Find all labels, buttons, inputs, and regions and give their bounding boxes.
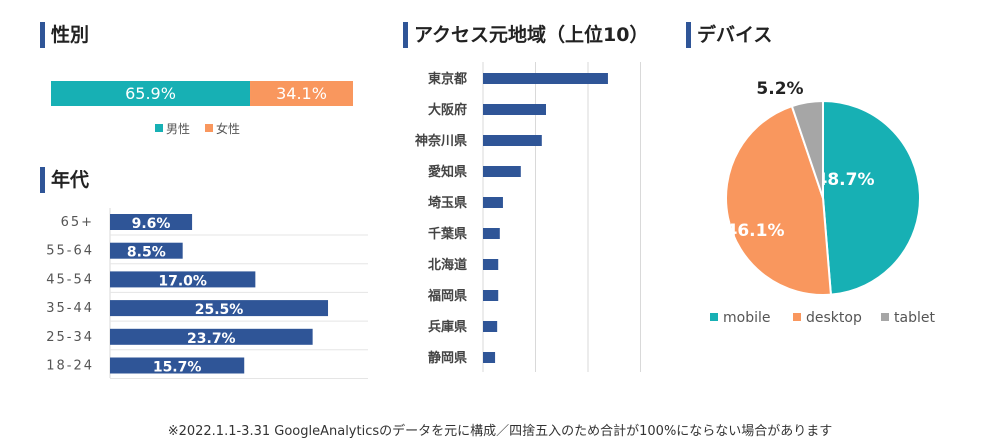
region-bar — [483, 321, 498, 332]
pie-label-tablet: 5.2% — [756, 79, 803, 99]
pie-slice-tablet — [790, 99, 824, 199]
age-category: 45-54 — [46, 272, 94, 287]
age-label: 8.5% — [127, 245, 166, 261]
legend-swatch-女性 — [205, 124, 213, 132]
gender-bar-1 — [250, 81, 353, 106]
pie-label-desktop: 46.1% — [726, 221, 785, 241]
age-bar — [110, 214, 193, 230]
device-title: デバイス — [686, 22, 772, 48]
region-bar — [483, 197, 503, 208]
legend-label-mobile: mobile — [723, 310, 770, 326]
legend-swatch-tablet — [881, 313, 889, 321]
age-title: 年代 — [40, 167, 89, 193]
age-bar — [110, 271, 256, 288]
pie-slice-desktop — [724, 104, 832, 296]
legend-label-tablet: tablet — [894, 310, 935, 326]
region-bar — [483, 135, 542, 146]
age-label: 9.6% — [132, 216, 171, 232]
legend-swatch-mobile — [710, 313, 718, 321]
age-bar — [110, 300, 329, 317]
gender-bar-0 — [51, 81, 251, 106]
legend-label-女性: 女性 — [216, 121, 240, 136]
footnote: ※2022.1.1-3.31 GoogleAnalyticsのデータを元に構成／… — [167, 424, 833, 439]
age-category: 18-24 — [46, 359, 94, 374]
legend-swatch-男性 — [155, 124, 163, 132]
region-category: 埼玉県 — [428, 195, 467, 211]
region-bar — [483, 166, 521, 177]
pie-slice-mobile — [822, 99, 922, 296]
legend-label-男性: 男性 — [166, 122, 190, 136]
region-bar — [483, 290, 499, 301]
age-bar — [110, 242, 183, 259]
gender-title: 性別 — [40, 22, 89, 48]
age-label: 25.5% — [195, 302, 244, 318]
legend-swatch-desktop — [793, 313, 801, 321]
age-bar — [110, 328, 313, 345]
region-category: 千葉県 — [428, 226, 467, 242]
age-category: 65+ — [61, 215, 94, 230]
region-category: 静岡県 — [428, 350, 467, 366]
age-label: 15.7% — [153, 360, 202, 376]
region-category: 東京都 — [428, 71, 467, 87]
age-bar — [110, 357, 245, 374]
pie-label-mobile: 48.7% — [816, 170, 875, 190]
region-category: 福岡県 — [427, 288, 467, 304]
region-bar — [483, 228, 500, 239]
region-title: アクセス元地域（上位10） — [403, 22, 649, 48]
age-category: 25-34 — [46, 330, 94, 345]
region-category: 大阪府 — [428, 102, 467, 118]
region-category: 神奈川県 — [415, 133, 467, 149]
region-category: 兵庫県 — [428, 319, 467, 335]
region-bar — [483, 104, 546, 115]
gender-label-0: 65.9% — [125, 84, 176, 103]
age-category: 35-44 — [46, 301, 94, 316]
region-category: 北海道 — [428, 257, 467, 273]
region-category: 愛知県 — [428, 164, 467, 180]
age-label: 17.0% — [158, 273, 207, 289]
legend-label-desktop: desktop — [806, 310, 862, 326]
gender-label-1: 34.1% — [276, 84, 327, 103]
age-category: 55-64 — [46, 244, 94, 259]
age-label: 23.7% — [187, 331, 236, 347]
region-bar — [483, 259, 499, 270]
region-bar — [483, 73, 608, 84]
region-bar — [483, 352, 496, 363]
